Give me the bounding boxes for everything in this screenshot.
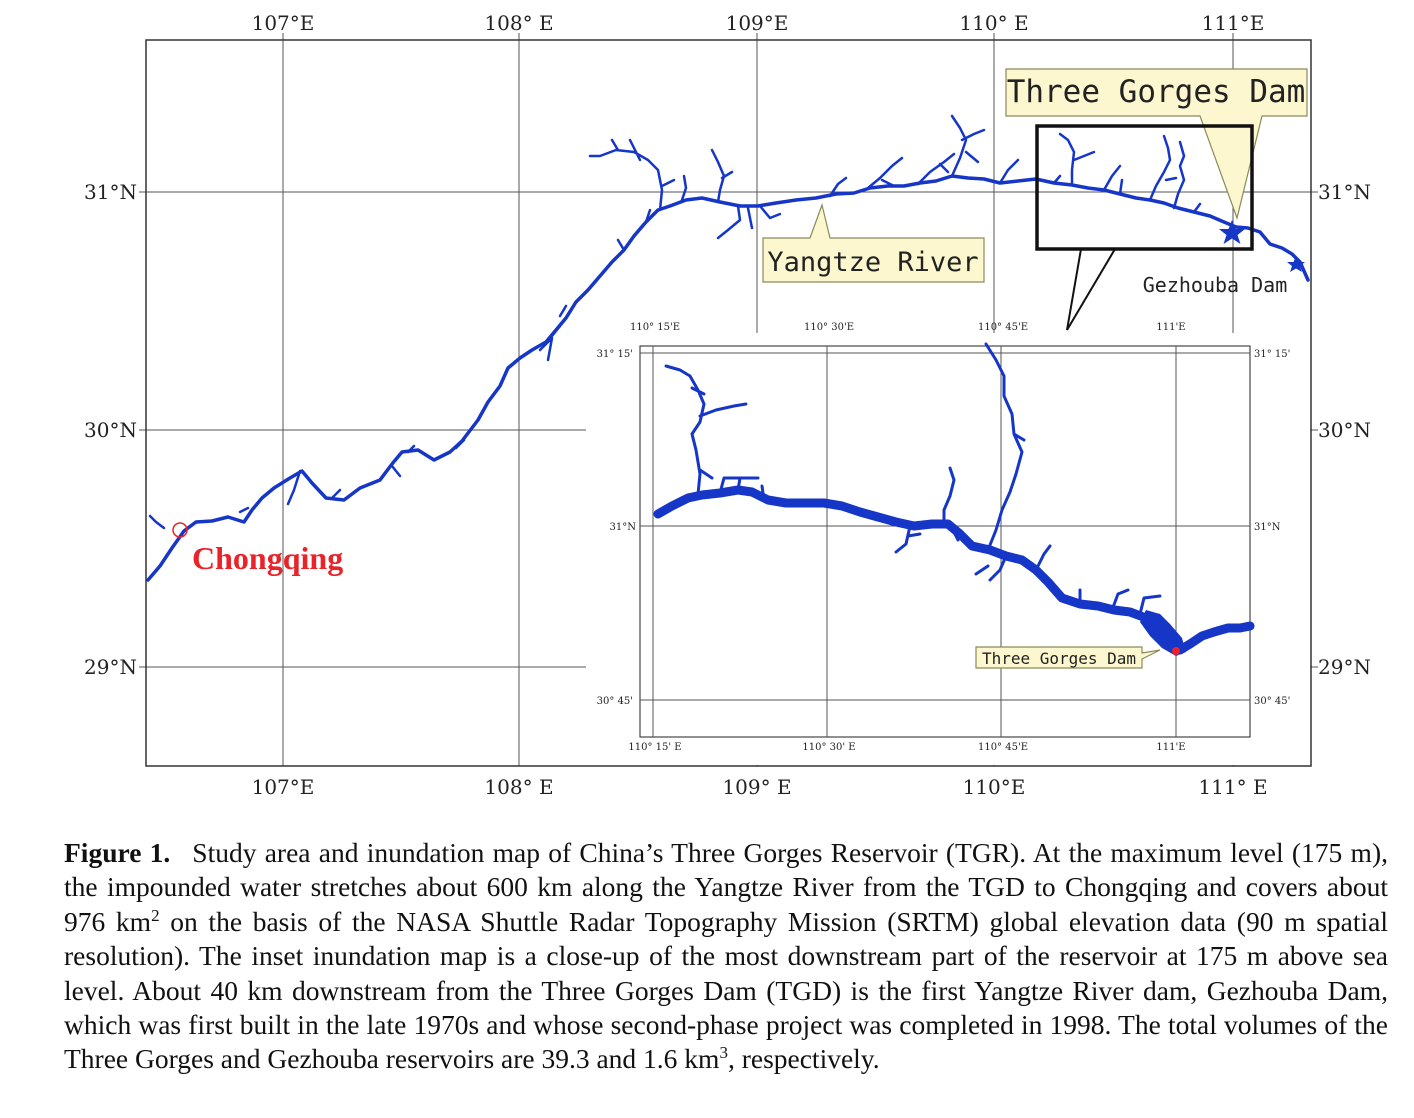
gezhouba-dam-star-icon [1287,256,1305,272]
inset-lat-tick-left-3045: 30° 45' [597,696,633,707]
yangtze-river-label: Yangtze River [767,247,978,278]
inset-reservoir-lake [1140,610,1186,656]
inset-lat-tick-left-31: 31°N [610,522,637,533]
chongqing-label: Chongqing [192,540,343,576]
lat-tick-right-31: 31°N [1318,180,1371,204]
chongqing-marker [172,522,188,538]
figure-label: Figure 1. [64,837,171,868]
inset-reservoir-tributaries [664,342,1162,616]
inset-lat-tick-left-3115: 31° 15' [597,349,633,360]
inset-lat-tick-right-31: 31°N [1254,522,1281,533]
inset-dam-label: Three Gorges Dam [982,649,1136,668]
figure-caption: Figure 1. Study area and inundation map o… [64,836,1388,1077]
caption-text-part3: , respectively. [727,1043,880,1075]
inset-lon-tick-top-1015: 110° 15'E [630,322,680,333]
lon-tick-bottom-109: 109° E [722,775,791,799]
main-map-frame [145,39,1312,767]
three-gorges-dam-star-icon [1219,220,1245,244]
lon-tick-bottom-111: 111° E [1198,775,1267,799]
caption-sup-2: 3 [719,1043,728,1063]
inset-lon-tick-top-1045: 110° 45'E [978,322,1028,333]
inset-map: 110° 15'E 110° 30'E 110° 45'E 111'E 110°… [586,322,1310,765]
yangtze-river-line [146,114,1310,582]
three-gorges-dam-callout: Three Gorges Dam [1005,68,1308,221]
lat-tick-left-29: 29°N [84,655,137,679]
caption-text-part1: Study area and inundation map of China’s… [64,837,1388,937]
inset-extent-box [1035,124,1254,251]
inset-three-gorges-dam-marker [1172,647,1180,655]
inset-lon-tick-bottom-111: 111'E [1156,742,1185,753]
inset-lon-tick-top-1030: 110° 30'E [804,322,854,333]
lat-tick-right-30: 30°N [1318,418,1371,442]
lon-tick-bottom-110: 110°E [963,775,1026,799]
lon-tick-top-109: 109°E [726,11,789,35]
lon-tick-top-111: 111°E [1202,11,1265,35]
inset-dam-callout: Three Gorges Dam [975,646,1161,669]
inset-lat-tick-right-3115: 31° 15' [1254,349,1290,360]
lon-tick-bottom-108: 108° E [484,775,553,799]
inset-lon-tick-top-111: 111'E [1156,322,1185,333]
inset-lon-tick-bottom-1015: 110° 15' E [628,742,681,753]
lon-tick-top-107: 107°E [252,11,315,35]
yangtze-main-stem [146,174,1310,582]
lon-tick-bottom-107: 107°E [252,775,315,799]
yangtze-river-callout: Yangtze River [762,202,985,283]
inset-lat-tick-right-3045: 30° 45' [1254,696,1290,707]
three-gorges-dam-label: Three Gorges Dam [1007,74,1306,110]
lat-tick-left-30: 30°N [84,418,137,442]
lon-tick-top-110: 110° E [959,11,1028,35]
yangtze-tributaries [148,114,1202,530]
caption-text-part2: on the basis of the NASA Shuttle Radar T… [64,905,1388,1075]
caption-sup-1: 2 [151,905,160,925]
gezhouba-dam-label: Gezhouba Dam [1143,273,1288,297]
lat-tick-right-29: 29°N [1318,655,1371,679]
inset-connector-right [1066,248,1116,331]
inset-map-frame [639,345,1251,738]
study-area-map: 107°E 108° E 109°E 110° E 111°E 107°E 10… [84,11,1371,799]
main-map-tick-labels: 107°E 108° E 109°E 110° E 111°E 107°E 10… [84,11,1371,799]
lat-tick-left-31: 31°N [84,180,137,204]
inset-lon-tick-bottom-1045: 110° 45'E [978,742,1028,753]
inset-connector-left [1066,248,1082,331]
lon-tick-top-108: 108° E [484,11,553,35]
inset-lon-tick-bottom-1030: 110° 30' E [802,742,855,753]
